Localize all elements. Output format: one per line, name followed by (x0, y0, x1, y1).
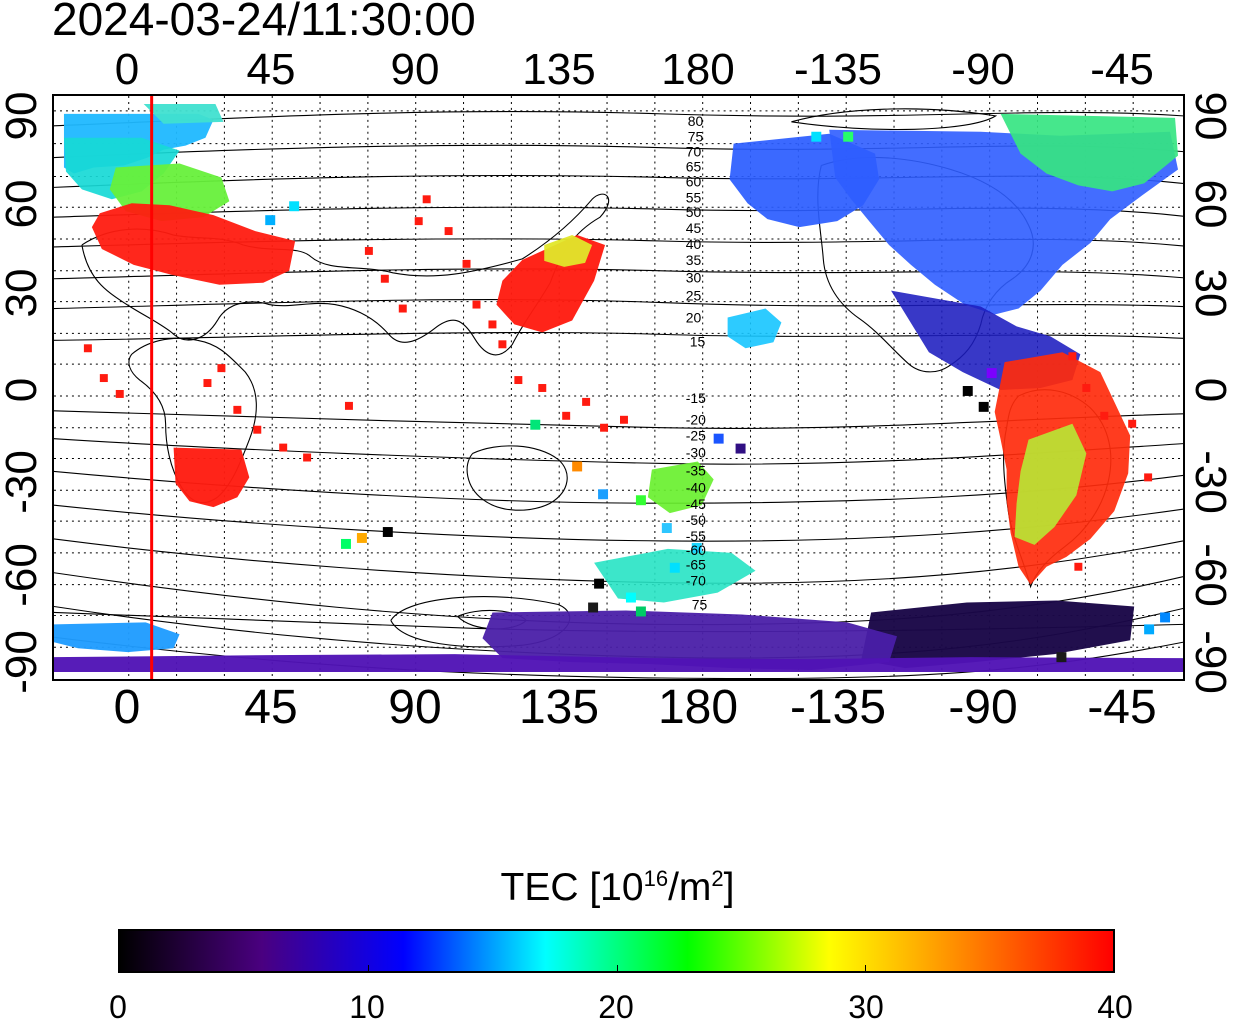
contour-label-65: 65 (686, 159, 702, 175)
contour-label-75: 75 (688, 129, 704, 145)
colorbar-label-30: 30 (848, 989, 884, 1021)
contour-label-60: 60 (686, 173, 702, 189)
colorbar-title-prefix: TEC [10 (500, 866, 644, 909)
lon-top-tick-90: 90 (390, 45, 440, 94)
contour-label-minus-50: -50 (686, 512, 706, 528)
contour-label-minus-70: -70 (686, 573, 706, 589)
contour-label-minus-30: -30 (686, 445, 706, 461)
contour-label-minus-60: -60 (686, 542, 706, 558)
colorbar-label-20: 20 (598, 989, 634, 1021)
colorbar-label-0: 0 (109, 989, 127, 1021)
contour-label-35: 35 (686, 252, 702, 268)
colorbar-title-suffix: ] (723, 866, 735, 909)
colorbar-title: TEC [1016/m2] (0, 866, 1235, 909)
colorbar (118, 929, 1115, 973)
lon-top-tick-minus-90: -90 (951, 45, 1015, 94)
lon-bottom-tick-90: 90 (388, 681, 442, 734)
lon-bottom-tick-minus-90: -90 (948, 681, 1018, 734)
contour-label-minus-25: -25 (686, 428, 706, 444)
contour-label-minus-40: -40 (686, 479, 706, 495)
contour-label-minus-20: -20 (686, 412, 706, 428)
lon-bottom-tick-minus-45: -45 (1087, 681, 1157, 734)
contour-label-minus-55: -55 (686, 528, 706, 544)
colorbar-title-mid: /m (668, 866, 712, 909)
lon-bottom-tick-180: 180 (657, 681, 739, 734)
timestamp: 2024-03-24/11:30:00 (52, 0, 476, 45)
tec-scatter-mixed (265, 131, 1171, 663)
contour-label-75-south: 75 (692, 596, 708, 612)
contour-label-30: 30 (686, 270, 702, 286)
contour-label-50: 50 (686, 204, 702, 220)
contour-label-group-north: 80 75 70 65 60 55 50 45 40 35 30 25 20 1… (686, 113, 706, 349)
contour-label-minus-35: -35 (686, 462, 706, 478)
contour-label-group-south: -15 -20 -25 -30 -35 -40 -45 -50 -55 -60 … (686, 390, 708, 613)
contour-label-minus-45: -45 (686, 496, 706, 512)
lon-bottom-tick-135: 135 (518, 681, 600, 734)
lon-bottom-tick-0: 0 (113, 681, 141, 734)
tec-data-patches (54, 103, 1183, 673)
lon-top-tick-0: 0 (114, 45, 140, 94)
colorbar-label-10: 10 (349, 989, 385, 1021)
contour-label-80: 80 (688, 113, 704, 129)
contour-label-25: 25 (686, 288, 702, 304)
contour-label-70: 70 (686, 144, 702, 160)
colorbar-title-exp1: 16 (643, 866, 669, 891)
lon-top-tick-135: 135 (522, 45, 596, 94)
contour-label-45: 45 (686, 220, 702, 236)
contour-label-minus-65: -65 (686, 557, 706, 573)
tec-map: 80 75 70 65 60 55 50 45 40 35 30 25 20 1… (52, 94, 1185, 681)
contour-label-20: 20 (686, 309, 702, 325)
tec-scatter-red (83, 195, 1153, 571)
contour-label-15: 15 (690, 333, 706, 349)
lon-top-tick-minus-135: -135 (793, 45, 883, 94)
lon-top-tick-minus-45: -45 (1090, 45, 1154, 94)
colorbar-title-exp2: 2 (711, 866, 724, 891)
tec-map-canvas: 80 75 70 65 60 55 50 45 40 35 30 25 20 1… (54, 96, 1183, 679)
contour-label-55: 55 (686, 189, 702, 205)
lon-bottom-tick-45: 45 (244, 681, 298, 734)
lon-top-tick-45: 45 (246, 45, 296, 94)
contour-label-minus-15: -15 (686, 390, 706, 406)
lon-top-tick-180: 180 (661, 45, 735, 94)
lon-bottom-tick-minus-135: -135 (789, 681, 887, 734)
colorbar-label-40: 40 (1097, 989, 1133, 1021)
contour-label-40: 40 (686, 236, 702, 252)
